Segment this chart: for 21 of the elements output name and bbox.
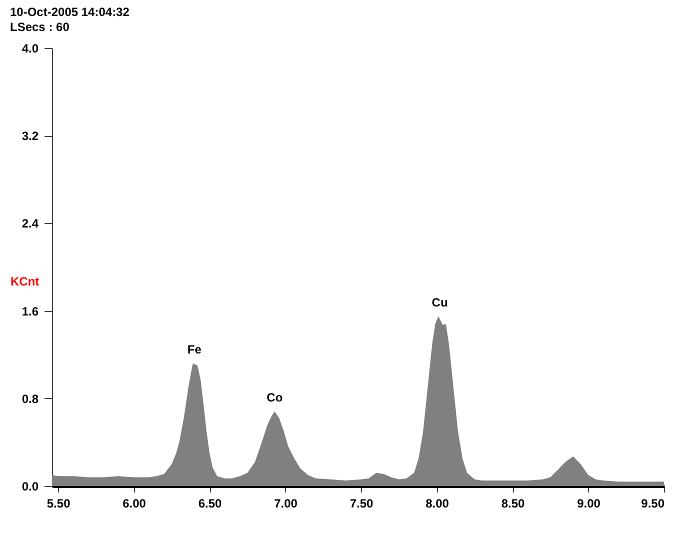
x-tick-label: 8.00	[426, 496, 450, 510]
x-tick-label: 9.50	[641, 496, 665, 510]
x-tick-label: 6.00	[122, 496, 146, 510]
chart-subtitle: LSecs : 60	[10, 20, 70, 34]
y-tick-label: 3.2	[22, 129, 39, 144]
y-tick-label: 0.8	[22, 392, 39, 406]
chart-title: 10-Oct-2005 14:04:32	[10, 5, 130, 19]
x-tick-label: 6.50	[198, 496, 222, 510]
y-tick-label: 1.6	[22, 304, 39, 318]
y-tick-label: 2.4	[22, 216, 39, 231]
x-tick-label: 9.00	[577, 496, 601, 510]
x-tick-label: 8.50	[501, 496, 526, 510]
y-tick-label: 4.0	[22, 42, 39, 56]
x-tick-label: 7.00	[274, 496, 298, 510]
x-tick-label: 5.50	[46, 496, 71, 510]
annotation: Co	[266, 390, 283, 405]
annotation: Cu	[432, 295, 448, 310]
y-tick-label: 0.0	[22, 480, 39, 494]
y-axis-title: KCnt	[10, 274, 40, 288]
x-tick-label: 7.50	[350, 496, 374, 510]
annotation: Fe	[187, 342, 202, 356]
